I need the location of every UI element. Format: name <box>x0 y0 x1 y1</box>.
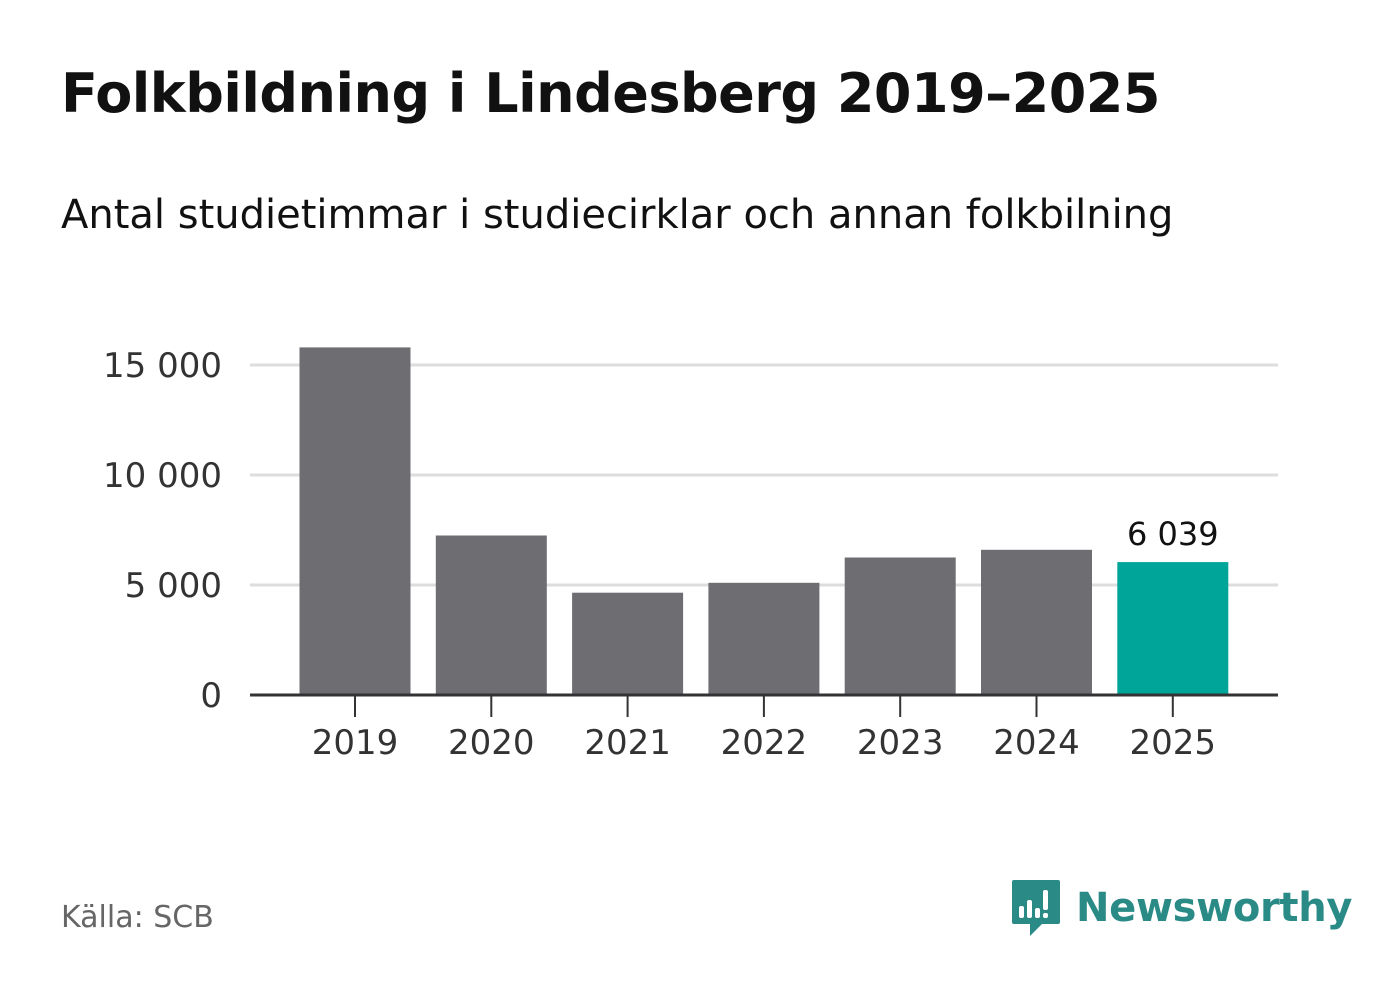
bar-2019 <box>299 347 411 695</box>
y-tick-label: 15 000 <box>103 346 222 386</box>
bar-2020 <box>435 535 547 695</box>
data-label: 6 039 <box>1127 515 1219 553</box>
x-tick-label: 2021 <box>584 723 671 763</box>
x-tick-label: 2019 <box>312 723 399 763</box>
brand-logo: Newsworthy <box>1010 878 1353 938</box>
x-tick-label: 2023 <box>857 723 944 763</box>
source-note: Källa: SCB <box>61 900 214 935</box>
y-tick-label: 10 000 <box>103 456 222 496</box>
chart-title: Folkbildning i Lindesberg 2019–2025 <box>61 62 1160 125</box>
brand-name: Newsworthy <box>1076 885 1353 931</box>
bar-chart: 0 5 000 10 000 15 000 6 039 2019 2020 2021 202… <box>103 346 1278 763</box>
bar-2022 <box>708 582 820 695</box>
bar-2025 <box>1117 562 1229 695</box>
x-tick-label: 2020 <box>448 723 535 763</box>
newsworthy-logo-icon <box>1012 880 1060 936</box>
x-tick-label: 2024 <box>993 723 1080 763</box>
data-labels: 6 039 <box>1127 515 1219 553</box>
y-tick-label: 0 <box>200 676 222 716</box>
y-axis-ticks: 0 5 000 10 000 15 000 <box>103 346 222 716</box>
bar-2021 <box>572 592 684 695</box>
x-tick-label: 2025 <box>1130 723 1217 763</box>
bar-2023 <box>844 557 956 695</box>
bar-2024 <box>981 549 1092 695</box>
x-tick-label: 2022 <box>721 723 808 763</box>
bars <box>299 347 1229 695</box>
chart-subtitle: Antal studietimmar i studiecirklar och a… <box>61 192 1174 238</box>
y-tick-label: 5 000 <box>125 566 222 606</box>
x-axis-ticks: 2019 2020 2021 2022 2023 2024 2025 <box>312 695 1216 763</box>
